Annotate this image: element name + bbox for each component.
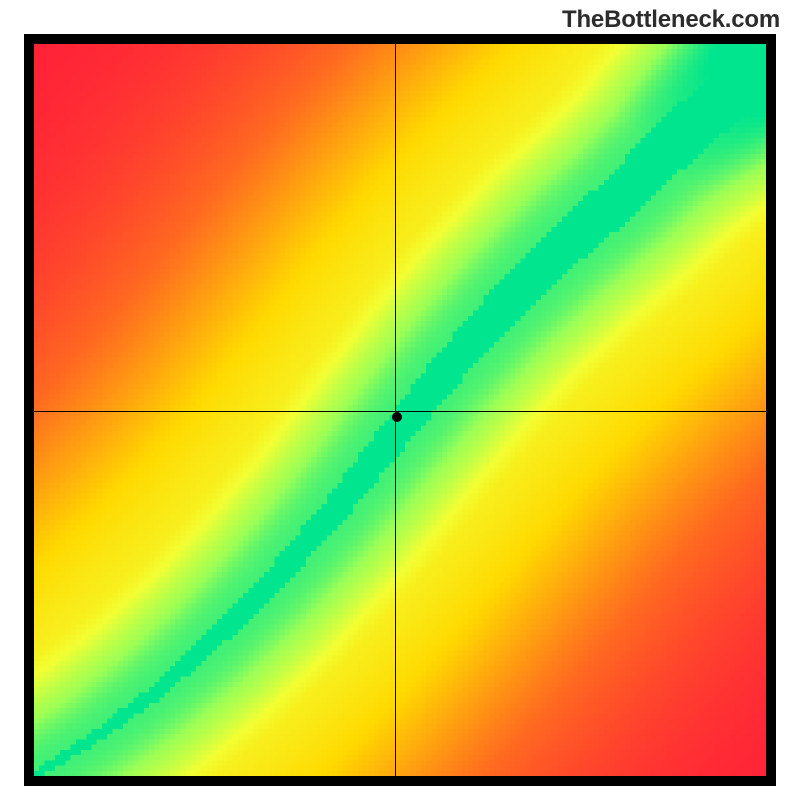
figure-root: TheBottleneck.com [0,0,800,800]
frame-top [24,34,776,44]
frame-bottom [24,776,776,786]
watermark-text: TheBottleneck.com [562,6,780,34]
crosshair-vertical [395,44,396,776]
marker-point [392,412,402,422]
frame-right [766,34,776,786]
plot-area [34,44,766,776]
frame-left [24,34,34,786]
